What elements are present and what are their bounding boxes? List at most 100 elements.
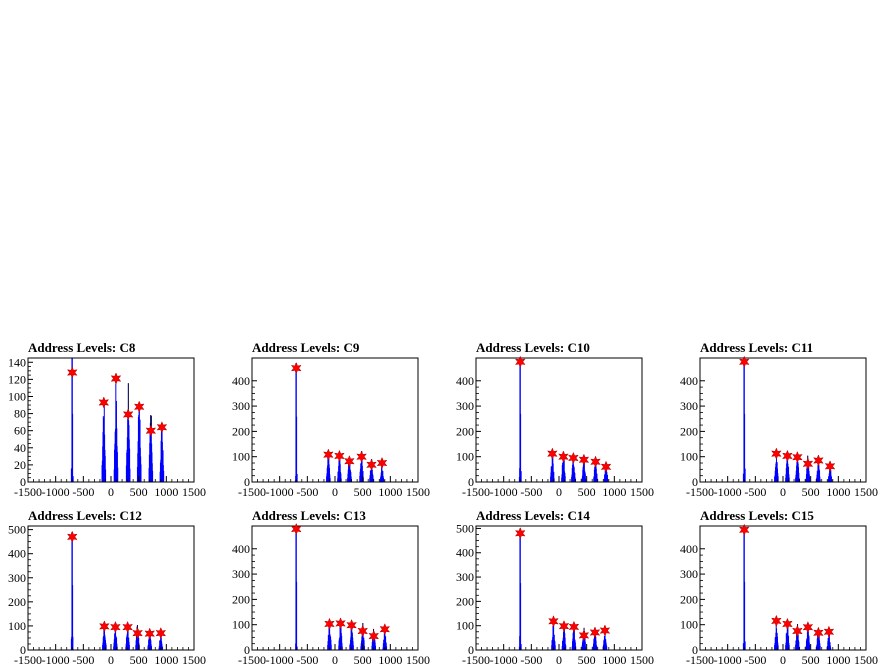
y-tick-label: 300 <box>456 399 474 413</box>
y-tick-label: 400 <box>232 374 250 388</box>
x-tick-label: -1500 <box>462 653 490 667</box>
x-tick-label: -1000 <box>42 485 70 499</box>
x-tick-label: -500 <box>520 653 542 667</box>
peak-marker <box>335 617 346 630</box>
histogram-plot: 0 100 200 300 400 -1500 -1000 -500 0 500 1000 1500 <box>232 357 430 499</box>
peak-marker <box>334 449 345 463</box>
peak-marker <box>782 449 793 463</box>
x-tick-label: -500 <box>744 485 766 499</box>
x-tick-label: 1500 <box>182 485 206 499</box>
y-tick-label: 400 <box>680 374 698 388</box>
histogram-plot: 0 100 200 300 400 500 -1500 -1000 -500 0 500 1000 15… <box>8 523 206 667</box>
x-tick-label: 0 <box>332 653 338 667</box>
chart-title: Address Levels: C13 <box>252 508 366 523</box>
peak-marker <box>782 617 793 631</box>
x-tick-label: -1000 <box>266 485 294 499</box>
y-tick-label: 100 <box>8 619 26 633</box>
peak-marker <box>823 625 835 638</box>
x-tick-label: 1500 <box>630 653 654 667</box>
peak-marker <box>132 626 143 640</box>
peak-marker <box>578 453 590 466</box>
y-tick-label: 100 <box>456 450 474 464</box>
peak-marker <box>813 454 824 467</box>
histogram-panel: Address Levels: C14 0 100 200 300 400 500 -1500… <box>448 504 672 672</box>
peak-marker <box>599 624 611 637</box>
x-tick-label: -1000 <box>490 653 518 667</box>
x-tick-label: -500 <box>296 485 318 499</box>
histogram-plot: 0 100 200 300 400 500 -1500 -1000 -500 0 500 1000 15… <box>456 521 654 667</box>
x-tick-label: 1500 <box>854 653 878 667</box>
histogram-panel: Address Levels: C13 0 100 200 300 400 -1500 -10… <box>224 504 448 672</box>
chart-title: Address Levels: C11 <box>700 340 814 355</box>
peak-marker <box>590 455 601 468</box>
x-tick-label: -1500 <box>238 485 266 499</box>
x-tick-label: 0 <box>780 653 786 667</box>
peak-marker <box>771 447 782 460</box>
peak-marker <box>357 624 369 638</box>
x-tick-label: 500 <box>578 653 596 667</box>
peak-marker <box>547 447 558 460</box>
x-tick-label: 1000 <box>826 485 850 499</box>
peak-marker <box>366 458 377 471</box>
y-tick-label: 300 <box>680 567 698 581</box>
peak-marker <box>558 450 569 463</box>
y-tick-label: 200 <box>232 592 250 606</box>
x-tick-label: 500 <box>354 653 372 667</box>
x-tick-label: 1500 <box>630 485 654 499</box>
x-tick-label: -500 <box>520 485 542 499</box>
plot-frame <box>699 525 867 651</box>
peak-marker <box>589 626 601 639</box>
peak-marker <box>568 620 580 634</box>
plot-frame <box>27 525 195 651</box>
x-tick-label: 1000 <box>154 653 178 667</box>
x-tick-label: -1500 <box>238 653 266 667</box>
y-tick-label: 200 <box>456 424 474 438</box>
plot-frame <box>251 525 419 651</box>
histogram-panel: Address Levels: C10 0 100 200 300 400 -1500 -10… <box>448 336 672 504</box>
peak-marker <box>568 451 579 465</box>
peak-marker <box>98 396 110 409</box>
x-tick-label: 500 <box>802 485 820 499</box>
y-tick-label: 120 <box>8 372 26 386</box>
y-tick-label: 0 <box>468 643 474 657</box>
x-tick-label: 1000 <box>602 653 626 667</box>
x-tick-label: 0 <box>332 485 338 499</box>
peak-marker <box>122 408 134 421</box>
x-tick-label: 500 <box>130 485 148 499</box>
y-tick-label: 400 <box>8 547 26 561</box>
chart-title: Address Levels: C10 <box>476 340 590 355</box>
y-tick-label: 400 <box>456 374 474 388</box>
chart-title: Address Levels: C9 <box>252 340 360 355</box>
histogram-plot: 0 100 200 300 400 -1500 -1000 -500 0 500 1000 1500 <box>680 523 878 667</box>
x-tick-label: 1000 <box>154 485 178 499</box>
y-tick-label: 400 <box>456 546 474 560</box>
x-tick-label: -1500 <box>686 653 714 667</box>
peak-marker <box>376 456 388 470</box>
peak-marker <box>548 615 559 628</box>
x-tick-label: -1500 <box>14 653 42 667</box>
y-tick-label: 100 <box>8 389 26 403</box>
x-tick-label: 500 <box>130 653 148 667</box>
peak-marker <box>323 448 334 461</box>
x-tick-label: 1500 <box>854 485 878 499</box>
peak-marker <box>514 527 526 540</box>
plot-frame <box>475 357 643 483</box>
peak-marker <box>122 620 133 634</box>
x-tick-label: -500 <box>744 653 766 667</box>
histogram-plot: 0 100 200 300 400 -1500 -1000 -500 0 500 1000 1500 <box>232 522 430 667</box>
x-tick-label: -1000 <box>266 653 294 667</box>
peak-marker <box>346 619 357 632</box>
peak-marker <box>290 522 302 536</box>
peak-marker <box>792 451 803 464</box>
y-tick-label: 0 <box>20 643 26 657</box>
y-tick-label: 500 <box>456 521 474 535</box>
peak-marker <box>110 372 122 385</box>
y-tick-label: 0 <box>244 643 250 657</box>
peak-marker <box>156 421 168 434</box>
histogram-plot: 0 100 200 300 400 -1500 -1000 -500 0 500 1000 1500 <box>680 355 878 499</box>
peak-marker <box>813 626 824 639</box>
y-tick-label: 100 <box>232 450 250 464</box>
x-tick-label: -500 <box>72 653 94 667</box>
y-tick-label: 200 <box>680 424 698 438</box>
x-tick-label: 1000 <box>378 653 402 667</box>
